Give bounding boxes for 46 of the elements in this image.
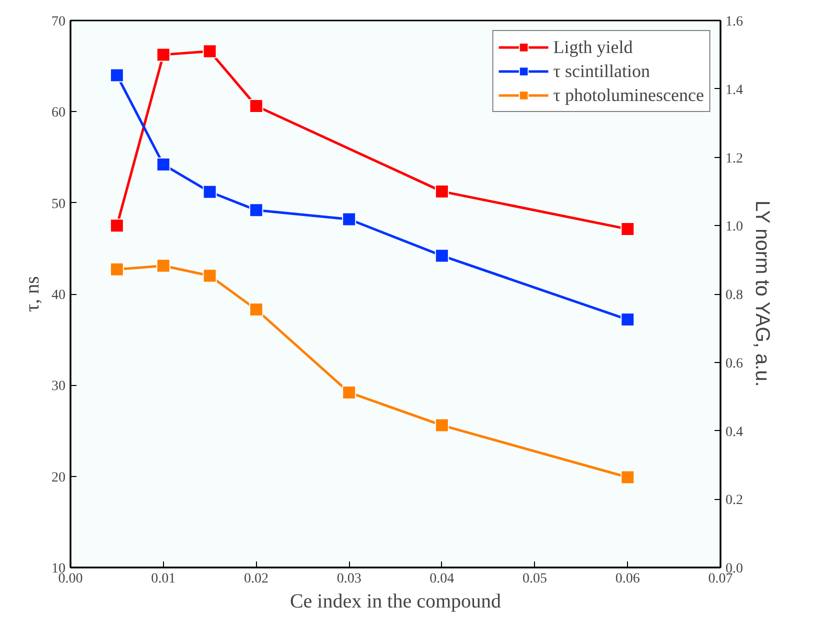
x-axis-title: Ce index in the compound	[290, 590, 502, 612]
point	[156, 258, 170, 273]
point	[434, 418, 449, 432]
y2-tick-label: 1.2	[726, 151, 743, 166]
y2-tick-label: 0.8	[726, 288, 743, 303]
y2-tick-label: 0.2	[726, 493, 743, 508]
x-tick-label: 0.05	[522, 572, 548, 586]
point	[202, 44, 217, 58]
y-tick-label: 60	[52, 106, 66, 121]
point	[110, 68, 124, 82]
y2-tick-label: 1.4	[726, 82, 743, 98]
y2-tick-label: 0.4	[726, 424, 743, 440]
point	[620, 470, 635, 484]
point	[434, 184, 449, 198]
point	[620, 312, 635, 327]
y-tick-label: 40	[52, 288, 66, 303]
point	[156, 158, 170, 172]
x-tick-label: 0.06	[615, 572, 640, 586]
y2-tick-label: 1.6	[726, 14, 743, 30]
x-tick-label: 0.02	[244, 572, 268, 586]
point	[249, 203, 264, 218]
y2-tick-label: 1.0	[726, 220, 743, 235]
point	[249, 302, 264, 316]
point	[342, 385, 356, 400]
legend-label: Ligth yield	[553, 36, 633, 58]
legend-label: τ scintillation	[553, 60, 650, 82]
x-tick-label: 0.04	[430, 572, 454, 586]
x-tick-label: 0.01	[151, 572, 176, 586]
point	[156, 48, 170, 62]
y-axis-title: τ, ns	[22, 276, 44, 312]
y2-axis-title: LY norm to YAG, a.u.	[751, 200, 773, 387]
point	[249, 98, 264, 113]
point	[620, 222, 635, 236]
y-tick-label: 70	[52, 14, 66, 30]
point	[110, 218, 124, 233]
point	[110, 262, 124, 276]
x-tick-label: 0.03	[336, 572, 362, 586]
y-tick-label: 30	[52, 379, 66, 394]
point	[202, 268, 217, 283]
point	[434, 248, 449, 263]
y-tick-label: 20	[52, 470, 66, 486]
y2-tick-label: 0.6	[726, 356, 743, 372]
point	[202, 184, 217, 199]
y-tick-label: 50	[52, 196, 66, 212]
legend-label: τ photoluminescence	[553, 84, 704, 106]
point	[342, 212, 356, 226]
